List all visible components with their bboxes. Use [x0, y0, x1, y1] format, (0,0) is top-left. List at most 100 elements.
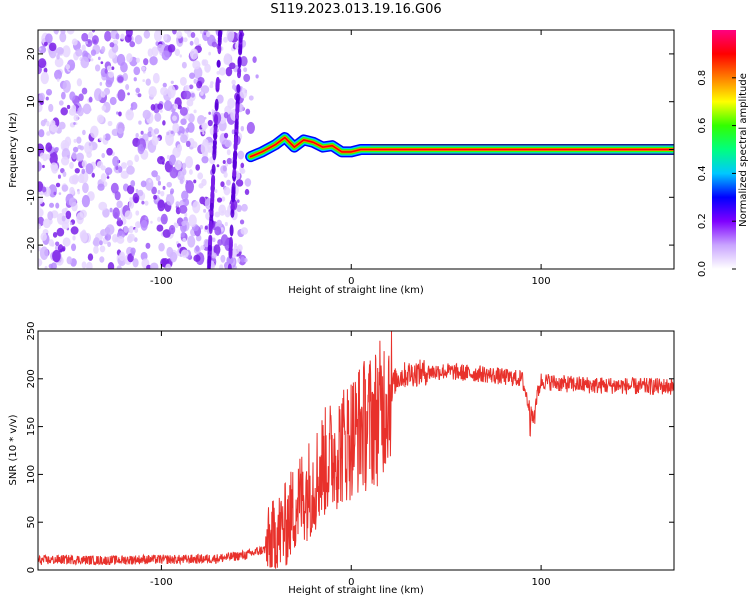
spectrogram-noise-blob [199, 30, 203, 34]
spectrogram-noise-blob [65, 210, 72, 220]
spectrogram-noise-blob [133, 237, 138, 243]
spectrogram-noise-blob [73, 122, 76, 126]
spectrogram-noise-blob [57, 174, 62, 179]
spectrogram-noise-blob [62, 45, 71, 58]
spectrogram-noise-blob [223, 186, 231, 196]
spectrogram-noise-blob [207, 119, 213, 127]
spectrogram-noise-blob [101, 45, 106, 53]
spectrogram-noise-blob [179, 107, 188, 116]
spectrogram-streak-blob [215, 79, 220, 91]
spectrogram-noise-blob [187, 235, 196, 248]
spectrogram-noise-blob [141, 66, 146, 71]
spectrogram-noise-blob [109, 96, 117, 106]
spectrogram-noise-blob [127, 92, 130, 96]
spectrogram-streak-blob [230, 209, 235, 218]
spectrogram-noise-blob [220, 254, 226, 263]
x-tick-label: 100 [532, 276, 551, 287]
spectrogram-noise-blob [225, 162, 229, 167]
spectrogram-noise-blob [187, 122, 195, 133]
spectrogram-noise-blob [179, 54, 182, 58]
y-tick-label: 250 [26, 321, 37, 340]
spectrogram-noise-blob [81, 87, 88, 95]
spectrogram-streak-blob [213, 132, 218, 141]
spectrogram-noise-blob [176, 31, 183, 39]
spectrogram-noise-blob [189, 40, 194, 46]
spectrogram-noise-blob [46, 131, 51, 136]
spectrogram-noise-blob [55, 182, 61, 188]
spectrogram-noise-blob [70, 226, 79, 235]
spectrogram-noise-blob [106, 65, 112, 71]
spectrogram-noise-blob [66, 104, 71, 110]
spectrogram-noise-blob [82, 129, 86, 136]
spectrogram-noise-blob [244, 188, 250, 195]
spectrogram-noise-blob [43, 67, 48, 74]
spectrogram-noise-blob [115, 165, 119, 170]
spectrogram-noise-blob [107, 120, 113, 127]
spectrogram-noise-blob [91, 30, 96, 33]
spectrogram-noise-blob [143, 30, 151, 39]
spectrogram-noise-blob [69, 222, 73, 226]
spectrogram-noise-blob [245, 108, 251, 115]
spectrogram-noise-blob [143, 58, 149, 66]
spectrogram-noise-blob [126, 160, 134, 167]
spectrogram-noise-blob [162, 185, 166, 190]
spectrogram-noise-blob [212, 237, 216, 243]
spectrogram-noise-blob [162, 82, 167, 88]
spectrogram-noise-blob [100, 90, 106, 98]
spectrogram-noise-blob [99, 245, 106, 253]
spectrogram-noise-blob [132, 192, 140, 204]
spectrogram-noise-blob [194, 37, 200, 46]
spectrogram-noise-blob [62, 237, 71, 247]
spectrogram-noise-blob [148, 86, 157, 98]
spectrogram-noise-blob [96, 160, 104, 169]
spectrogram-noise-blob [48, 42, 57, 52]
spectrogram-noise-blob [52, 249, 61, 263]
spectrogram-noise-blob [104, 133, 111, 141]
spectrogram-noise-blob [135, 132, 139, 139]
spectrogram-noise-blob [66, 30, 75, 35]
spectrogram-noise-blob [151, 170, 158, 178]
spectrogram-noise-blob [103, 134, 106, 139]
spectrogram-noise-blob [223, 132, 229, 139]
spectrogram-noise-blob [195, 164, 200, 171]
spectrogram-noise-blob [166, 155, 170, 160]
spectrogram-noise-blob [132, 258, 139, 268]
x-tick-label: 0 [348, 577, 354, 588]
spectrogram-noise-blob [52, 231, 58, 238]
spectrogram-noise-blob [200, 85, 210, 94]
spectrogram-noise-blob [214, 189, 218, 194]
spectrogram-noise-blob [116, 200, 123, 209]
spectrogram-noise-blob [44, 265, 48, 269]
spectrogram-noise-blob [118, 251, 126, 262]
spectrogram-noise-blob [42, 164, 45, 169]
spectrogram-noise-blob [167, 44, 176, 53]
spectrogram-noise-blob [255, 74, 259, 79]
spectrogram-noise-blob [62, 79, 71, 93]
spectrogram-streak-blob [233, 135, 238, 145]
spectrogram-noise-blob [219, 264, 224, 269]
spectrogram-noise-blob [90, 58, 94, 62]
spectrogram-noise-blob [137, 189, 144, 197]
spectrogram-noise-blob [81, 168, 86, 175]
spectrogram-noise-blob [176, 144, 182, 153]
spectrogram-noise-blob [218, 67, 226, 76]
spectrogram-noise-blob [153, 128, 160, 135]
spectrogram-noise-blob [181, 61, 187, 69]
spectrogram-noise-blob [162, 229, 171, 238]
spectrogram-noise-blob [90, 49, 97, 56]
spectrogram-noise-blob [137, 144, 145, 155]
spectrogram-y-axis-label: Frequency (Hz) [8, 112, 19, 188]
spectrogram-noise-blob [155, 175, 161, 182]
spectrogram-noise-blob [56, 227, 65, 237]
spectrogram-noise-blob [38, 208, 44, 217]
y-tick-label: -20 [26, 237, 37, 253]
spectrogram-noise-blob [190, 31, 196, 39]
spectrogram-noise-blob [225, 66, 233, 77]
spectrogram-streak-blob [235, 93, 240, 104]
spectrogram-noise-blob [131, 251, 135, 256]
spectrogram-noise-blob [209, 84, 214, 89]
spectrogram-noise-blob [211, 252, 217, 259]
y-tick-label: 10 [26, 95, 37, 108]
spectrogram-streak-blob [235, 103, 240, 115]
